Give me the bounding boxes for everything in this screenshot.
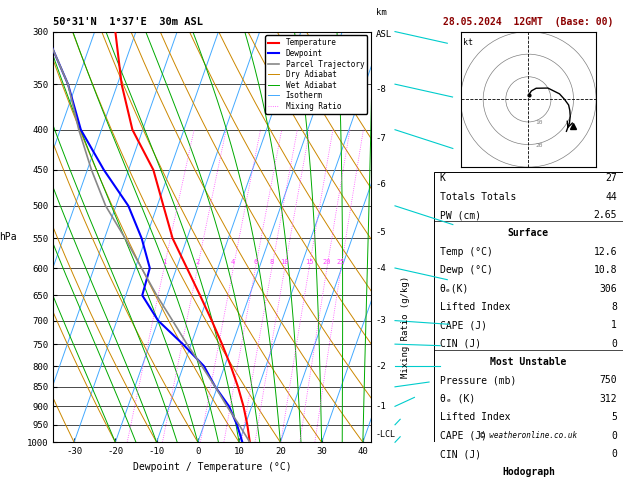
Text: 1: 1 [162,259,166,265]
Text: 25: 25 [337,259,345,265]
Text: 50°31'N  1°37'E  30m ASL: 50°31'N 1°37'E 30m ASL [53,17,203,27]
Text: Surface: Surface [508,228,549,239]
Text: -8: -8 [376,85,387,93]
Text: CAPE (J): CAPE (J) [440,431,487,441]
Text: Mixing Ratio (g/kg): Mixing Ratio (g/kg) [401,276,410,378]
Text: 5: 5 [611,412,617,422]
Text: 312: 312 [599,394,617,404]
Text: 1: 1 [611,320,617,330]
Text: 306: 306 [599,284,617,294]
Text: kt: kt [463,38,473,47]
Text: 10: 10 [281,259,289,265]
Text: Hodograph: Hodograph [502,468,555,477]
Text: Totals Totals: Totals Totals [440,191,516,202]
Text: θₑ(K): θₑ(K) [440,284,469,294]
Text: hPa: hPa [0,232,17,242]
Text: -1: -1 [376,402,387,411]
Text: 0: 0 [611,431,617,441]
Text: 10: 10 [535,120,543,125]
Text: CIN (J): CIN (J) [440,339,481,349]
Text: 750: 750 [599,376,617,385]
X-axis label: Dewpoint / Temperature (°C): Dewpoint / Temperature (°C) [133,462,292,472]
Text: 44: 44 [605,191,617,202]
Text: Temp (°C): Temp (°C) [440,247,493,257]
Text: Most Unstable: Most Unstable [490,357,567,367]
Text: Pressure (mb): Pressure (mb) [440,376,516,385]
Text: 0: 0 [611,339,617,349]
Text: Lifted Index: Lifted Index [440,412,510,422]
Text: K: K [440,174,445,183]
Text: PW (cm): PW (cm) [440,210,481,220]
Text: -7: -7 [376,134,387,142]
Text: 8: 8 [270,259,274,265]
Text: km: km [376,8,387,17]
Text: 0: 0 [611,449,617,459]
Text: 20: 20 [535,143,543,148]
Text: 20: 20 [323,259,331,265]
Text: ASL: ASL [376,30,392,38]
Text: Lifted Index: Lifted Index [440,302,510,312]
Legend: Temperature, Dewpoint, Parcel Trajectory, Dry Adiabat, Wet Adiabat, Isotherm, Mi: Temperature, Dewpoint, Parcel Trajectory… [265,35,367,114]
Text: CAPE (J): CAPE (J) [440,320,487,330]
Text: Dewp (°C): Dewp (°C) [440,265,493,275]
Text: 28.05.2024  12GMT  (Base: 00): 28.05.2024 12GMT (Base: 00) [443,17,613,27]
Text: θₑ (K): θₑ (K) [440,394,475,404]
Text: 6: 6 [253,259,258,265]
Text: -LCL: -LCL [376,430,396,439]
Text: 10.8: 10.8 [594,265,617,275]
Text: -4: -4 [376,263,387,273]
Text: CIN (J): CIN (J) [440,449,481,459]
Text: 27: 27 [605,174,617,183]
Text: -3: -3 [376,316,387,325]
Text: 8: 8 [611,302,617,312]
Text: -2: -2 [376,362,387,371]
Text: © weatheronline.co.uk: © weatheronline.co.uk [480,431,577,439]
Text: 2: 2 [195,259,199,265]
Text: 12.6: 12.6 [594,247,617,257]
Text: 2.65: 2.65 [594,210,617,220]
Text: 15: 15 [305,259,313,265]
Text: -6: -6 [376,180,387,189]
Text: -5: -5 [376,227,387,237]
Text: 4: 4 [231,259,235,265]
